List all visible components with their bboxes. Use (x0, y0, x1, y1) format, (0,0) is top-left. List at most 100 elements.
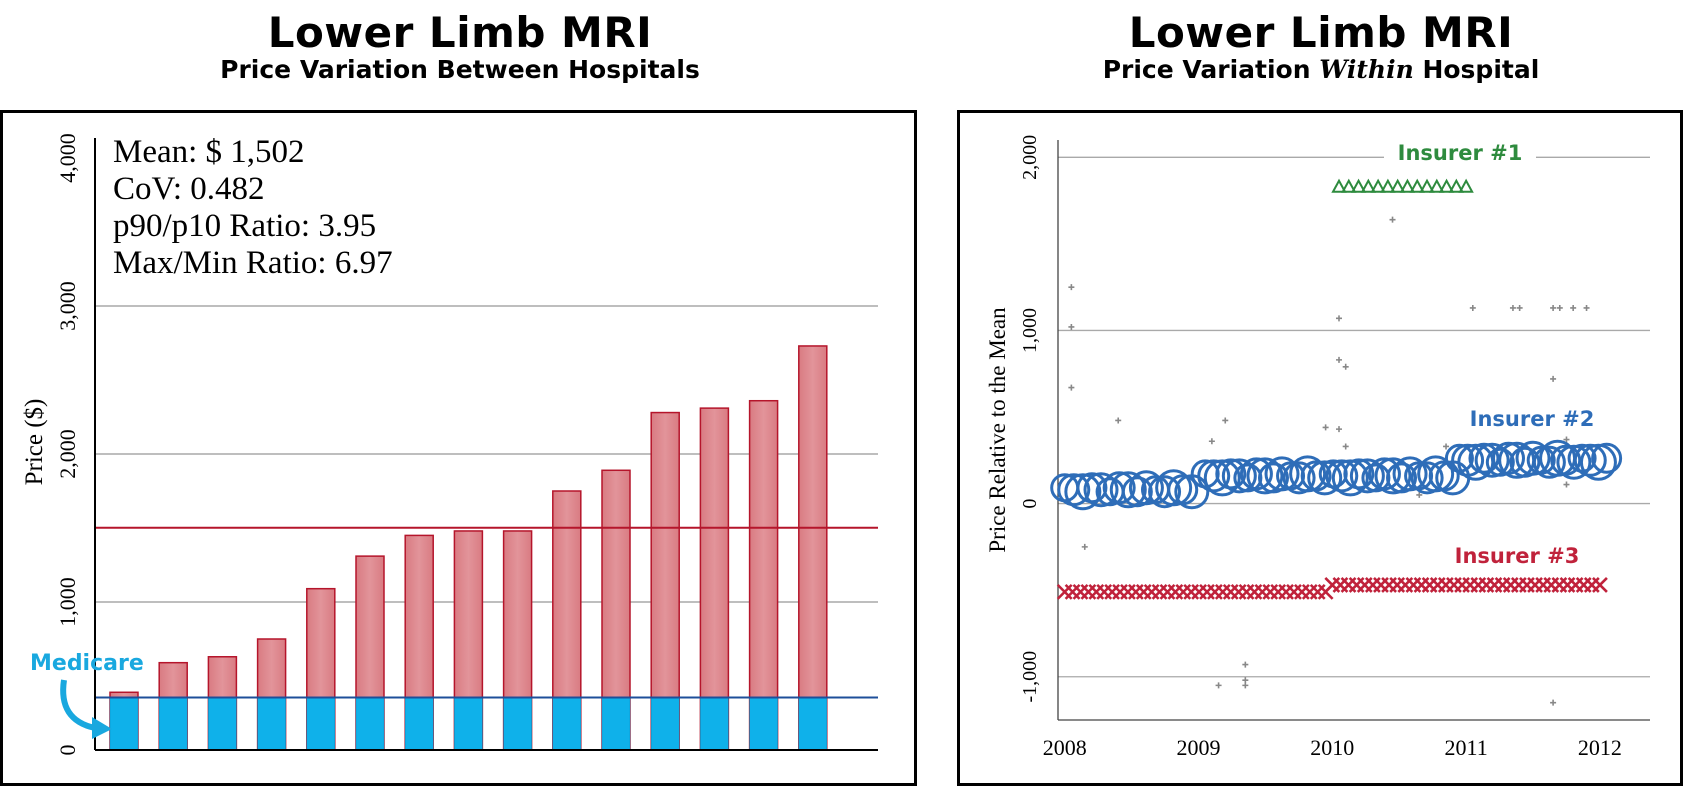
insurer-2-point (1282, 461, 1316, 495)
insurer-2-point (1386, 462, 1418, 494)
left-chart-reference-lines (94, 138, 878, 751)
medicare-price-bar (355, 697, 385, 751)
right-x-tick-label: 2012 (1578, 735, 1622, 760)
insurer-2-point (1417, 455, 1455, 493)
summary-stat: Mean: $ 1,502 (113, 134, 305, 170)
other-insurer-point (1389, 216, 1396, 223)
right-x-tick-label: 2011 (1445, 735, 1488, 760)
other-insurer-point (1342, 443, 1349, 450)
right-chart-series-labels: Insurer #1 Insurer #2 Insurer #3 (1384, 136, 1594, 568)
left-chart-gridlines (95, 305, 878, 603)
other-insurer-point (1242, 661, 1249, 668)
insurer-1-point (1448, 178, 1465, 193)
insurer-2-point (1203, 459, 1241, 497)
right-chart-other-points (1068, 216, 1590, 706)
insurer-2-point (1591, 442, 1623, 474)
summary-stat: p90/p10 Ratio: 3.95 (113, 208, 376, 244)
left-chart-subtitle: Price Variation Between Hospitals (220, 55, 700, 84)
medicare-price-bar (700, 697, 729, 751)
insurer-2-point (1485, 447, 1515, 477)
other-insurer-point (1242, 682, 1249, 689)
other-insurer-point (1081, 543, 1088, 550)
other-insurer-point (1222, 417, 1229, 424)
medicare-price-bar (109, 697, 139, 751)
other-insurer-point (1550, 304, 1557, 311)
hospital-price-bar (798, 345, 828, 751)
other-insurer-point (1068, 323, 1075, 330)
right-x-tick-label: 2008 (1043, 735, 1087, 760)
other-insurer-point (1068, 284, 1075, 291)
insurer-2-point (1264, 456, 1300, 492)
medicare-price-bar (404, 697, 434, 751)
medicare-price-bar (601, 697, 631, 751)
insurer-1-point (1331, 178, 1347, 193)
insurer-2-point (1410, 461, 1444, 495)
hospital-price-bar (650, 411, 680, 751)
other-insurer-point (1336, 315, 1342, 322)
left-chart-title: Lower Limb MRI (267, 8, 653, 57)
medicare-price-bar (650, 697, 680, 751)
series-label: Insurer #2 (1470, 407, 1595, 431)
other-insurer-point (1570, 304, 1577, 311)
insurer-2-point (1349, 458, 1385, 494)
insurer-2-point (1491, 441, 1525, 475)
other-insurer-point (1556, 304, 1563, 311)
left-chart-y-ticks: 0 1,000 2,000 3,000 4,000 (55, 133, 80, 755)
right-chart-series (1050, 178, 1623, 600)
insurer-2-point (1155, 469, 1193, 507)
left-y-tick-label: 3,000 (55, 281, 80, 331)
insurer-2-point (1550, 444, 1582, 476)
summary-stat: Max/Min Ratio: 6.97 (113, 245, 393, 281)
insurer-1-point (1458, 178, 1474, 193)
insurer-2-point (1374, 457, 1412, 495)
right-y-tick-label: 1,000 (1019, 308, 1041, 353)
medicare-price-bar (454, 697, 483, 751)
insurer-2-point (1331, 459, 1369, 497)
right-chart-subtitle: Price Variation Within Hospital (958, 56, 1684, 84)
insurer-2-point (1468, 442, 1500, 474)
other-insurer-point (1443, 443, 1450, 450)
insurer-2-point (1556, 444, 1592, 480)
other-insurer-point (1068, 384, 1075, 391)
insurer-1-point (1380, 178, 1396, 193)
insurer-1-point (1389, 178, 1406, 193)
insurer-2-point (1109, 471, 1147, 509)
hospital-price-bar (699, 407, 730, 751)
series-label-background (1384, 136, 1536, 168)
medicare-price-bar (208, 697, 237, 751)
other-insurer-point (1115, 417, 1122, 424)
right-subtitle-pre: Price Variation (1102, 55, 1320, 84)
insurer-3-point (1592, 577, 1608, 593)
insurer-2-point (1532, 445, 1566, 479)
right-chart-x-ticks: 2008 2009 2010 2011 2012 (1043, 735, 1622, 760)
other-insurer-point (1242, 677, 1249, 684)
other-insurer-point (1563, 481, 1570, 488)
other-insurer-point (1550, 375, 1557, 382)
other-insurer-point (1469, 304, 1476, 311)
insurer-2-point (1064, 473, 1102, 511)
series-label: Insurer #3 (1455, 544, 1580, 568)
insurer-2-point (1474, 442, 1510, 478)
insurer-1-point (1360, 178, 1377, 193)
right-chart-y-ticks: -1,000 0 1,000 2,000 (1019, 135, 1041, 703)
other-insurer-point (1516, 304, 1523, 311)
right-subtitle-post: Hospital (1413, 55, 1540, 84)
insurer-1-point (1370, 178, 1386, 193)
summary-stat: CoV: 0.482 (113, 171, 265, 207)
insurer-2-point (1515, 440, 1551, 476)
medicare-price-bar (158, 697, 188, 751)
right-y-axis-label: Price Relative to the Mean (985, 307, 1010, 553)
other-insurer-point (1208, 438, 1215, 445)
insurer-2-point (1289, 455, 1327, 493)
right-x-tick-label: 2009 (1177, 735, 1221, 760)
left-y-axis-label: Price ($) (21, 399, 48, 486)
right-chart-gridlines (1057, 140, 1650, 721)
medicare-arrow (60, 679, 96, 731)
right-subtitle-emphasis: Within (1319, 55, 1414, 84)
insurer-1-point (1429, 178, 1445, 193)
other-insurer-point (1563, 436, 1570, 443)
medicare-price-bar (257, 697, 286, 751)
insurer-2-point (1221, 458, 1257, 494)
left-y-tick-label: 1,000 (55, 577, 80, 627)
